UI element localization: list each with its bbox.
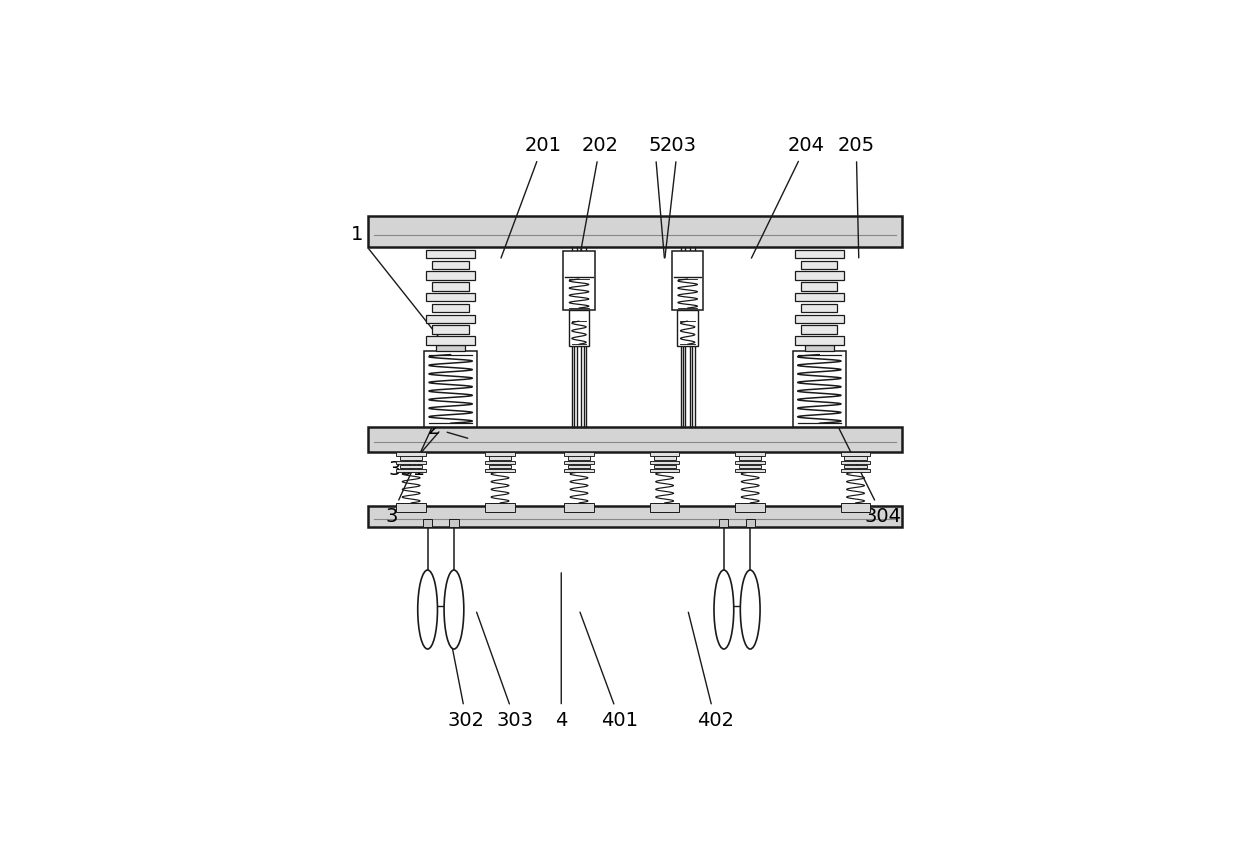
Bar [650,461,679,463]
Bar [795,293,844,302]
Bar [564,503,593,512]
Bar [432,326,468,334]
Bar [450,519,458,528]
Bar [564,469,593,472]
Bar [489,457,510,460]
Bar [653,464,675,468]
Bar [845,457,866,460]
Text: 304: 304 [834,418,901,526]
Bar [426,293,475,302]
Bar [426,315,475,323]
Bar [396,469,426,472]
Bar [400,457,422,460]
Bar [802,282,838,291]
Bar [486,452,514,456]
Bar [368,427,902,451]
Bar [489,464,510,468]
Bar [736,503,764,512]
Bar [795,336,844,345]
Bar [424,351,477,427]
Bar [653,457,675,460]
Bar [736,452,764,456]
Text: 203: 203 [659,136,696,258]
Bar [396,503,426,512]
Text: 205: 205 [838,136,875,258]
Bar [802,304,838,312]
Bar [720,519,729,528]
Ellipse shape [418,570,437,649]
Bar [793,351,846,427]
Text: 303: 303 [477,612,534,729]
Bar [486,461,514,463]
Bar [422,519,432,528]
Bar [736,469,764,472]
Ellipse shape [741,570,760,649]
Bar [486,503,514,512]
Text: 401: 401 [580,612,638,729]
Text: 402: 402 [689,612,733,729]
Bar [564,251,595,310]
Text: 301: 301 [388,432,439,479]
Ellipse shape [444,570,463,649]
Bar [746,519,755,528]
Bar [567,457,590,460]
Bar [564,452,593,456]
Bar [567,464,590,468]
Bar [368,505,902,528]
Bar [845,464,866,468]
Text: 3: 3 [385,418,436,526]
Bar [432,261,468,269]
Bar [736,461,764,463]
Bar [740,457,761,460]
Bar [841,469,870,472]
Bar [426,271,475,280]
Text: 5: 5 [648,136,664,258]
Text: 1: 1 [351,225,439,338]
Bar [426,336,475,345]
Bar [564,461,593,463]
Bar [795,250,844,258]
Bar [672,251,704,310]
Bar [795,271,844,280]
Bar [396,461,426,463]
Text: 302: 302 [449,642,484,729]
Bar [436,345,465,351]
Bar [650,469,679,472]
Bar [569,310,590,346]
Bar [841,503,870,512]
Bar [432,304,468,312]
Bar [740,464,761,468]
Bar [426,250,475,258]
Text: 204: 204 [751,136,825,258]
Bar [486,469,514,472]
Bar [400,464,422,468]
Bar [841,452,870,456]
Bar [795,315,844,323]
Text: 4: 4 [555,573,567,729]
Bar [432,282,468,291]
Bar [650,452,679,456]
Bar [368,215,902,247]
Text: 2: 2 [427,419,468,439]
Bar [805,345,834,351]
Text: 202: 202 [580,136,618,258]
Bar [841,461,870,463]
Bar [802,326,838,334]
Ellipse shape [714,570,733,649]
Bar [650,503,679,512]
Bar [396,452,426,456]
Text: 201: 201 [501,136,561,258]
Bar [802,261,838,269]
Bar [678,310,698,346]
